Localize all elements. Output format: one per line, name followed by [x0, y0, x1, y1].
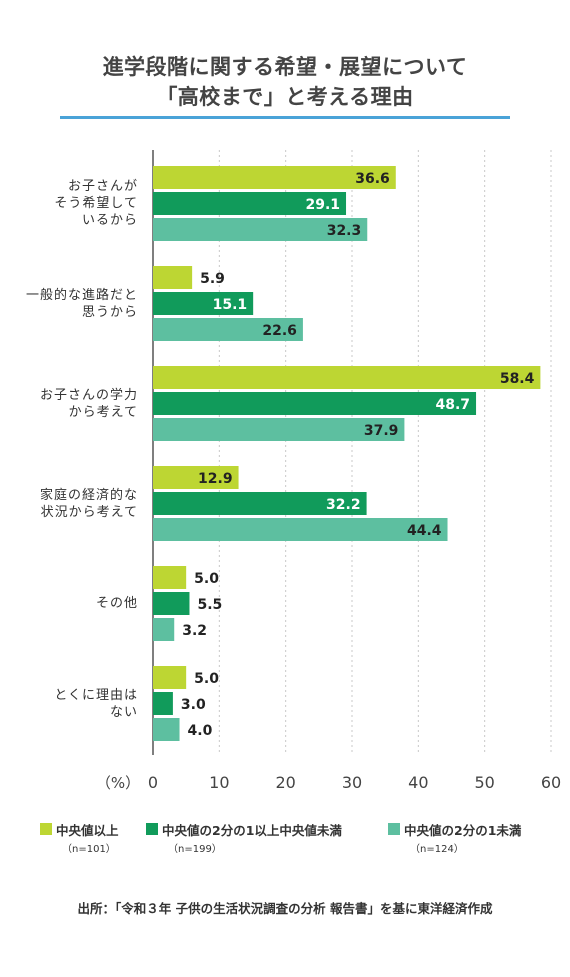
- legend-label-series-3: 中央値の2分の1未満: [404, 823, 522, 838]
- bar-cat3-series2: [153, 392, 477, 415]
- legend-label-series-1: 中央値以上: [56, 823, 119, 838]
- legend-n-series-2: （n=199）: [168, 844, 222, 855]
- bar-cat5-series2: [153, 592, 190, 615]
- value-label-cat4-series2: 32.2: [326, 497, 361, 513]
- category-label-2: 一般的な進路だと 思うから: [25, 287, 138, 320]
- bar-cat4-series3: [153, 518, 448, 541]
- category-label-4: 家庭の経済的な 状況から考えて: [39, 487, 138, 520]
- bar-cat1-series3: [153, 218, 368, 241]
- bar-cat6-series3: [153, 718, 180, 741]
- category-label-5: その他: [95, 596, 138, 611]
- bar-cat3-series1: [153, 366, 541, 389]
- bar-cat5-series3: [153, 618, 175, 641]
- value-label-cat6-series3: 4.0: [188, 723, 213, 739]
- x-tick-label-30: 30: [342, 773, 362, 792]
- chart-title-line-2: 「高校まで」と考える理由: [156, 85, 414, 109]
- value-label-cat2-series2: 15.1: [213, 297, 248, 313]
- value-label-cat4-series1: 12.9: [198, 471, 233, 487]
- value-label-cat5-series2: 5.5: [197, 597, 222, 613]
- value-label-cat1-series2: 29.1: [305, 197, 340, 213]
- category-label-1: お子さんが そう希望して いるから: [54, 179, 138, 228]
- bar-cat3-series3: [153, 418, 405, 441]
- bar-cat4-series2: [153, 492, 367, 515]
- x-tick-label-0: 0: [148, 773, 158, 792]
- chart-title-line-1: 進学段階に関する希望・展望について: [102, 55, 468, 79]
- value-label-cat6-series1: 5.0: [194, 671, 219, 687]
- bar-cat1-series2: [153, 192, 347, 215]
- bar-cat4-series1: [153, 466, 239, 489]
- bar-cat6-series1: [153, 666, 187, 689]
- bar-cat1-series1: [153, 166, 396, 189]
- chart-title: 進学段階に関する希望・展望について 「高校まで」と考える理由: [0, 52, 570, 112]
- value-label-cat4-series3: 44.4: [407, 523, 442, 539]
- category-label-3: お子さんの学力 から考えて: [39, 387, 138, 420]
- value-label-cat5-series1: 5.0: [194, 571, 219, 587]
- x-tick-label-50: 50: [474, 773, 494, 792]
- value-label-cat3-series3: 37.9: [364, 423, 399, 439]
- x-axis-unit-label: （%）: [96, 774, 140, 792]
- bar-chart: 0 10 20 30 40 50 60 （%） 36.6 29.1 32.3 5.9 15.1 22.6 5…: [96, 150, 561, 792]
- bar-cat5-series1: [153, 566, 187, 589]
- value-label-cat1-series3: 32.3: [327, 223, 362, 239]
- value-label-cat3-series2: 48.7: [435, 397, 470, 413]
- legend: 中央値以上 （n=101） 中央値の2分の1以上中央値未満 （n=199） 中央…: [0, 820, 570, 860]
- legend-swatch-series-3: [388, 823, 400, 835]
- value-label-cat1-series1: 36.6: [355, 171, 390, 187]
- x-tick-label-40: 40: [408, 773, 428, 792]
- bar-cat2-series3: [153, 318, 303, 341]
- legend-swatch-series-2: [146, 823, 158, 835]
- legend-swatch-series-1: [40, 823, 52, 835]
- value-label-cat3-series1: 58.4: [500, 371, 535, 387]
- value-label-cat5-series3: 3.2: [182, 623, 207, 639]
- bar-cat2-series2: [153, 292, 254, 315]
- value-label-cat6-series2: 3.0: [181, 697, 206, 713]
- bar-cat6-series2: [153, 692, 173, 715]
- x-tick-label-20: 20: [275, 773, 295, 792]
- category-label-6: とくに理由は ない: [54, 687, 138, 720]
- legend-n-series-1: （n=101）: [62, 844, 116, 855]
- x-tick-label-60: 60: [541, 773, 561, 792]
- bar-cat2-series1: [153, 266, 193, 289]
- x-tick-label-10: 10: [209, 773, 229, 792]
- value-label-cat2-series3: 22.6: [262, 323, 297, 339]
- source-note: 出所：「令和３年 子供の生活状況調査の分析 報告書」を基に東洋経済作成: [77, 901, 493, 916]
- legend-n-series-3: （n=124）: [410, 844, 464, 855]
- legend-label-series-2: 中央値の2分の1以上中央値未満: [162, 823, 342, 838]
- value-label-cat2-series1: 5.9: [200, 271, 225, 287]
- title-underline: [60, 116, 510, 119]
